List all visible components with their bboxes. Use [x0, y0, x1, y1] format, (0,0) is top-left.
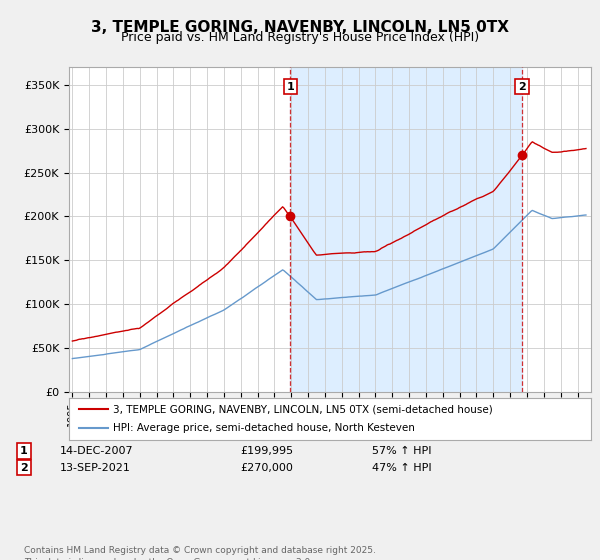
Bar	[290, 67, 522, 392]
Text: HPI: Average price, semi-detached house, North Kesteven: HPI: Average price, semi-detached house,…	[113, 423, 415, 433]
Text: 13-SEP-2021: 13-SEP-2021	[60, 463, 131, 473]
Text: 14-DEC-2007: 14-DEC-2007	[60, 446, 134, 456]
Text: 2: 2	[518, 82, 526, 91]
Text: £199,995: £199,995	[240, 446, 293, 456]
Text: 2: 2	[20, 463, 28, 473]
Text: 1: 1	[20, 446, 28, 456]
Text: £270,000: £270,000	[240, 463, 293, 473]
Text: 47% ↑ HPI: 47% ↑ HPI	[372, 463, 431, 473]
Text: 1: 1	[287, 82, 295, 91]
Text: 3, TEMPLE GORING, NAVENBY, LINCOLN, LN5 0TX (semi-detached house): 3, TEMPLE GORING, NAVENBY, LINCOLN, LN5 …	[113, 404, 493, 414]
Text: Contains HM Land Registry data © Crown copyright and database right 2025.
This d: Contains HM Land Registry data © Crown c…	[24, 546, 376, 560]
Text: 57% ↑ HPI: 57% ↑ HPI	[372, 446, 431, 456]
Text: Price paid vs. HM Land Registry's House Price Index (HPI): Price paid vs. HM Land Registry's House …	[121, 31, 479, 44]
Text: 3, TEMPLE GORING, NAVENBY, LINCOLN, LN5 0TX: 3, TEMPLE GORING, NAVENBY, LINCOLN, LN5 …	[91, 20, 509, 35]
